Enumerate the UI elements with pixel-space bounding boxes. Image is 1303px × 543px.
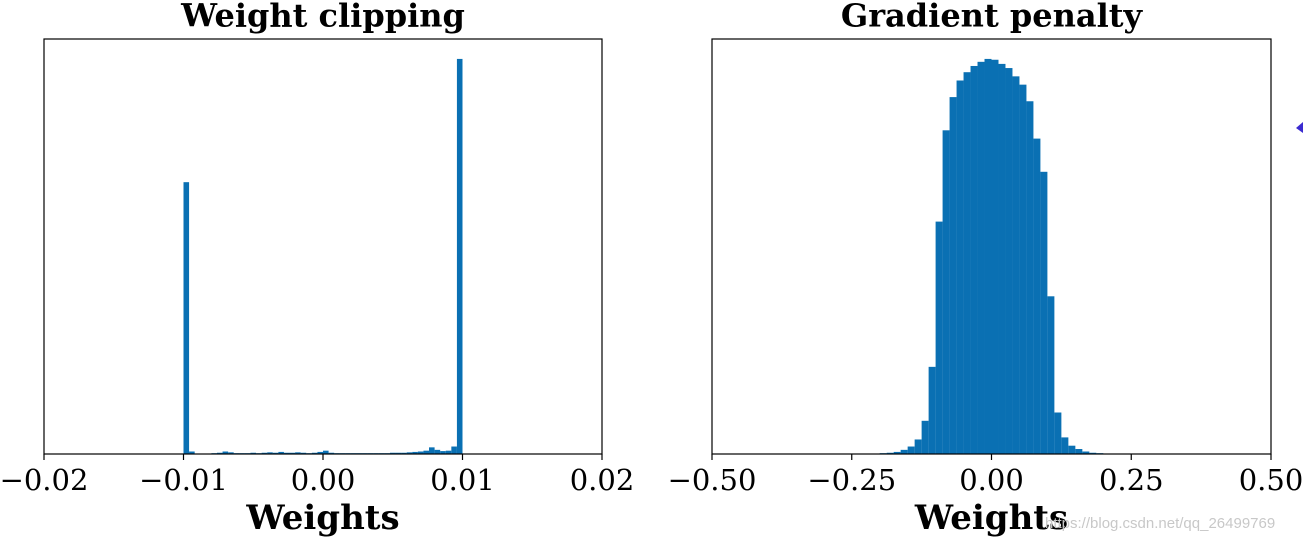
bar	[283, 452, 290, 454]
bar	[1075, 449, 1083, 454]
bar	[921, 420, 929, 454]
x-axis-label: Weights	[914, 498, 1068, 538]
bar	[1040, 171, 1048, 455]
bar	[984, 58, 992, 455]
bar	[451, 446, 457, 454]
x-axis-label: Weights	[245, 498, 399, 538]
bar	[1061, 437, 1069, 454]
x-tick-label: −0.50	[668, 463, 757, 497]
bar	[1012, 76, 1020, 454]
x-tick-label: 0.00	[291, 463, 356, 497]
bar	[216, 452, 223, 454]
bar	[445, 450, 452, 454]
x-tick-label: 0.02	[570, 463, 635, 497]
plot-frame	[43, 38, 603, 455]
x-tick-label: −0.02	[0, 463, 88, 497]
bar	[1068, 445, 1076, 454]
chart-title: Weight clipping	[180, 0, 465, 35]
x-tick-label: −0.01	[139, 463, 228, 497]
bar	[300, 452, 307, 454]
bar	[412, 451, 418, 454]
bar	[956, 80, 964, 454]
bar	[395, 452, 402, 454]
bar	[423, 450, 430, 454]
bar	[278, 451, 284, 454]
x-tick-label: 0.50	[1239, 463, 1303, 497]
bar	[250, 452, 257, 454]
x-tick-label: 0.01	[430, 463, 495, 497]
bar	[970, 65, 978, 454]
bar	[289, 452, 296, 454]
bar	[401, 452, 407, 454]
bar	[222, 451, 229, 454]
bar	[228, 452, 234, 454]
bar	[434, 449, 441, 454]
bar	[429, 447, 435, 454]
bar	[914, 439, 922, 454]
watermark: https://blog.csdn.net/qq_26499769	[1045, 515, 1275, 532]
bar	[928, 366, 936, 454]
x-tick-label: 0.00	[959, 463, 1024, 497]
bar	[183, 182, 190, 455]
x-tick-label: 0.25	[1099, 463, 1164, 497]
bar	[311, 452, 318, 454]
bar	[1089, 452, 1097, 454]
bar	[998, 63, 1006, 455]
bar	[1047, 296, 1055, 454]
bar	[1026, 101, 1034, 454]
bar	[417, 451, 424, 454]
bar	[272, 452, 279, 454]
bar	[440, 451, 446, 454]
bar	[261, 452, 268, 454]
bar	[323, 450, 329, 454]
bar	[406, 452, 413, 454]
bar	[963, 72, 971, 454]
bar	[1054, 412, 1062, 454]
chart-title: Gradient penalty	[841, 0, 1144, 35]
bar	[189, 451, 195, 454]
bar	[1019, 84, 1027, 455]
bar	[935, 221, 943, 454]
bar	[991, 59, 999, 454]
bar	[1005, 68, 1013, 455]
arrow-fragment	[1296, 122, 1303, 133]
bar	[267, 452, 273, 454]
bar	[1082, 451, 1090, 454]
bar	[907, 446, 915, 454]
bar	[886, 452, 894, 454]
bar	[295, 452, 301, 454]
bar	[317, 451, 323, 454]
bar	[942, 130, 950, 455]
bar	[977, 61, 985, 454]
bar	[900, 449, 908, 454]
bar	[1033, 138, 1041, 454]
bar	[949, 97, 957, 454]
bar	[389, 452, 396, 454]
bar	[456, 58, 463, 455]
bar	[893, 451, 901, 454]
x-tick-label: −0.25	[807, 463, 896, 497]
bar	[328, 452, 335, 454]
